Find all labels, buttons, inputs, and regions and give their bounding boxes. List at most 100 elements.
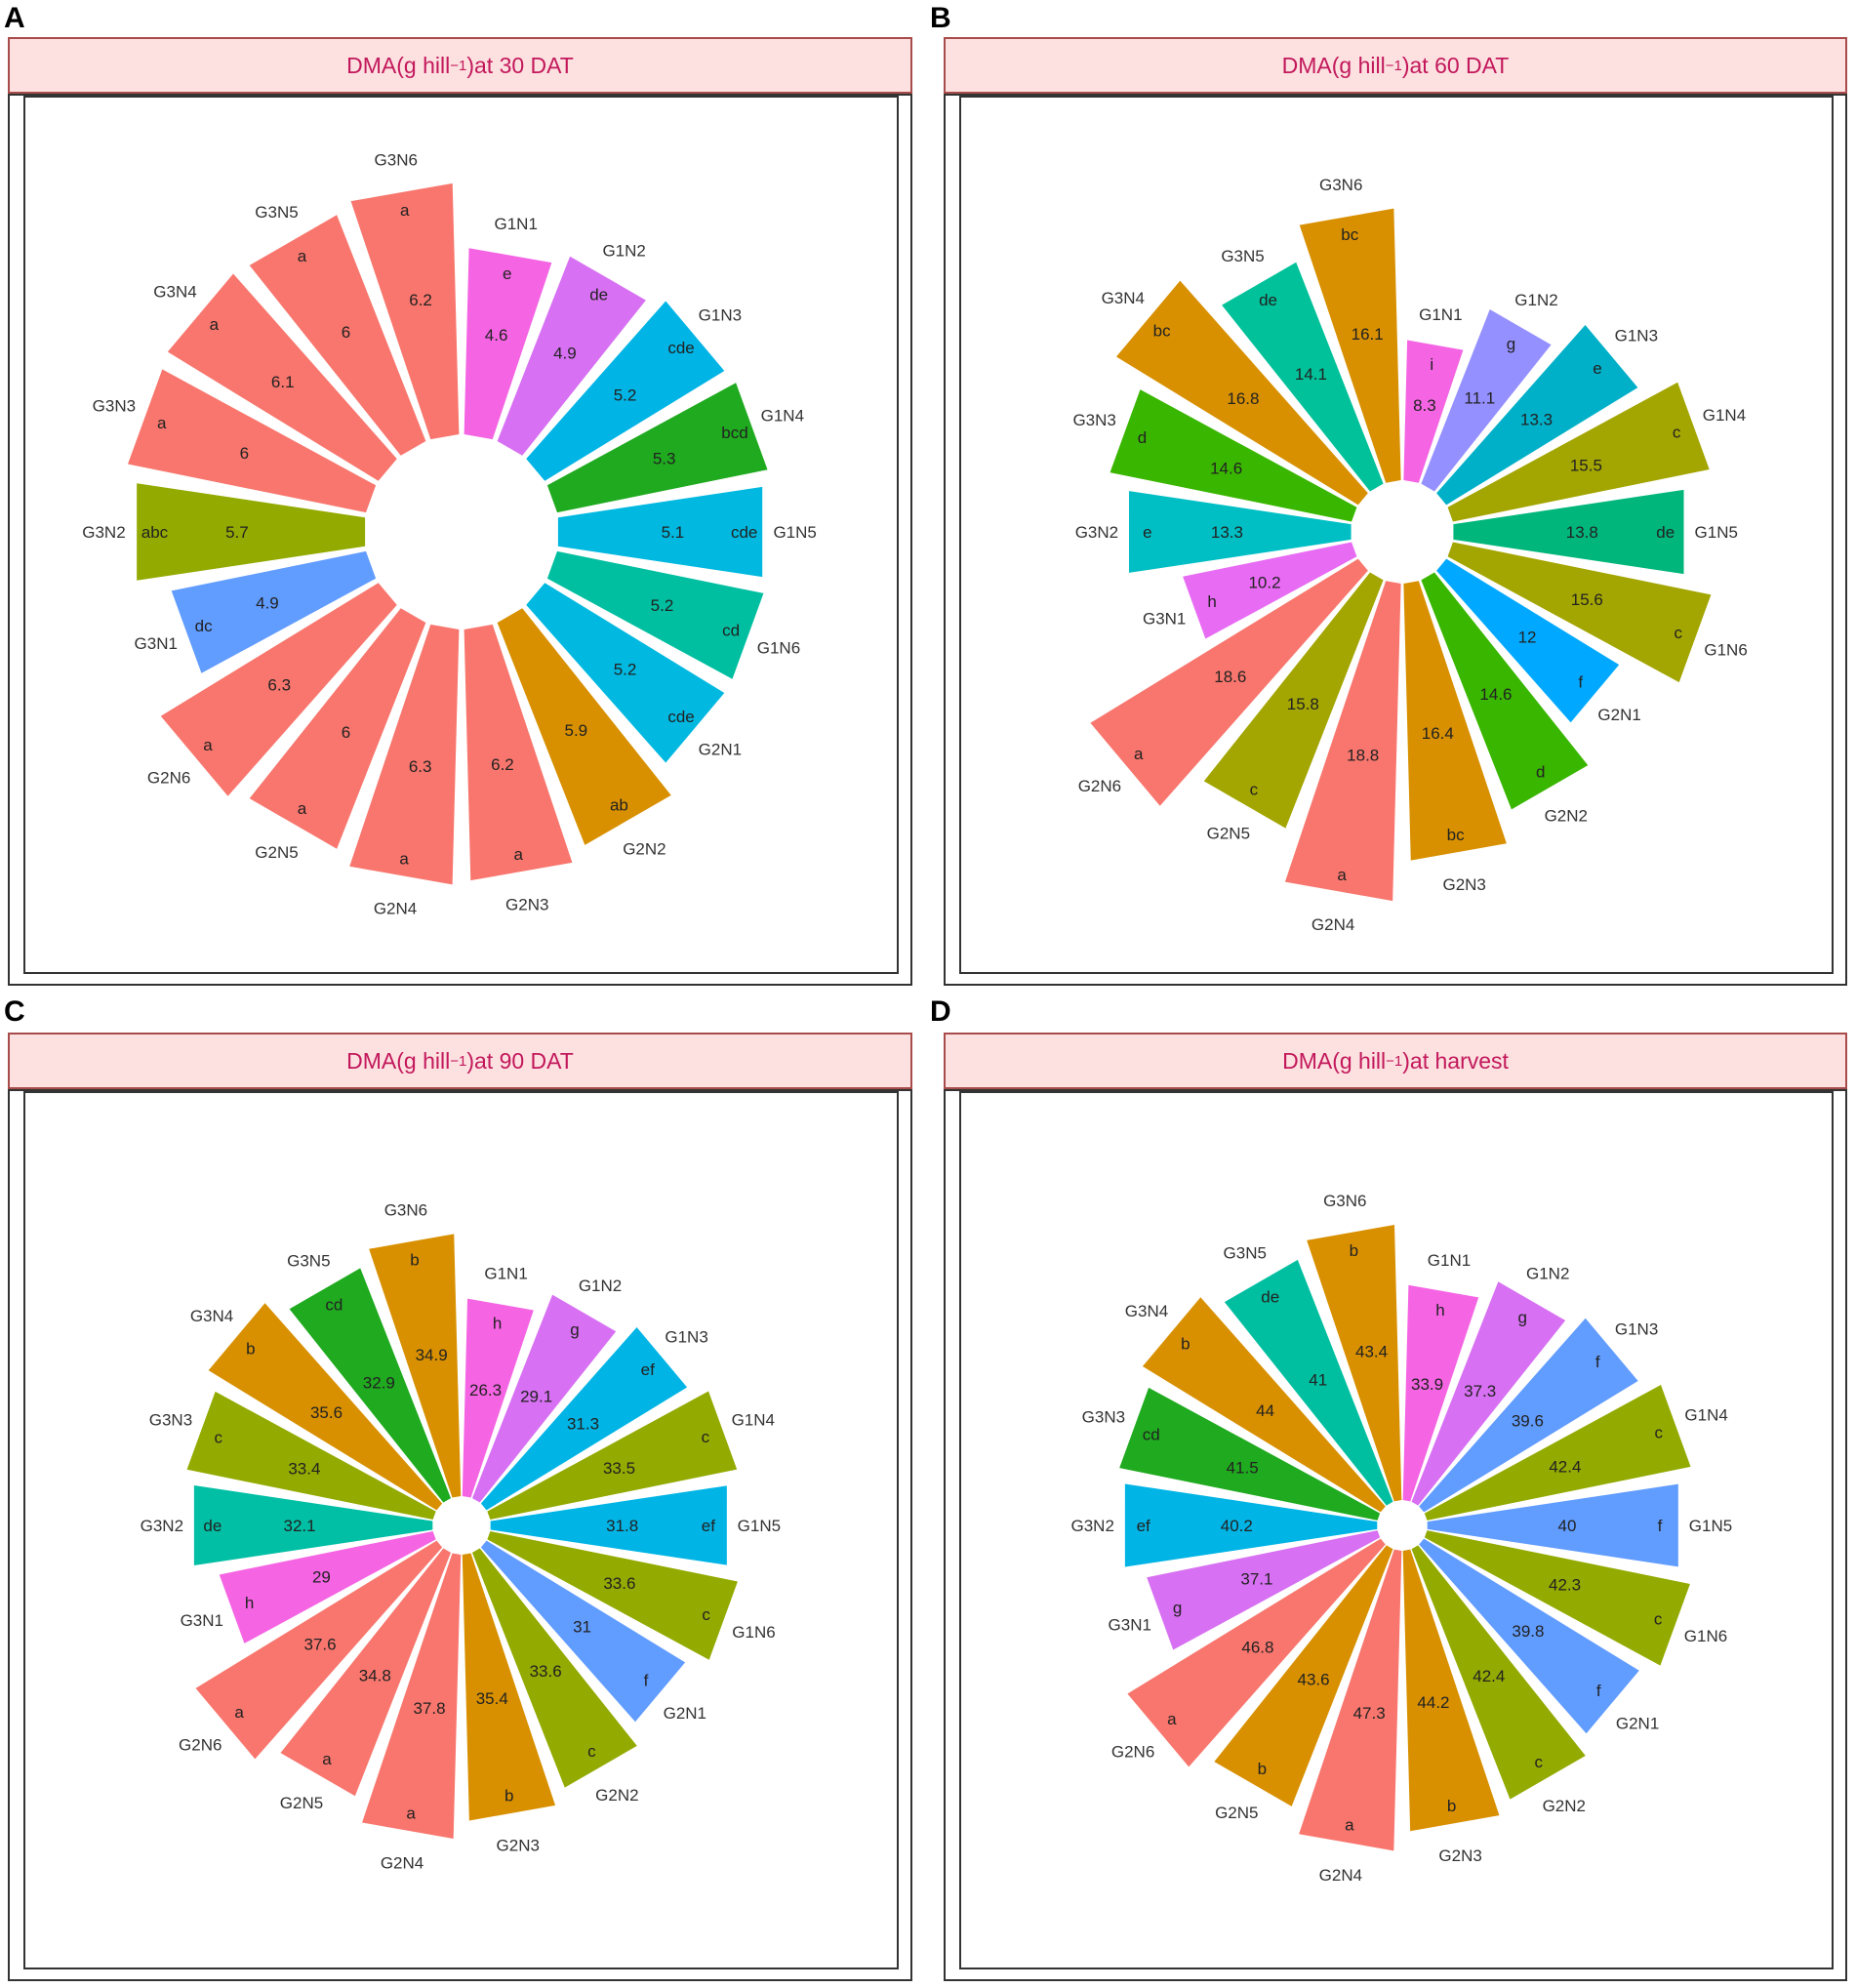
value-label: 31.3 <box>567 1415 599 1434</box>
value-label: 26.3 <box>469 1381 502 1400</box>
value-label: 5.1 <box>662 523 685 542</box>
significance-letter: a <box>1134 745 1144 763</box>
value-label: 43.6 <box>1298 1671 1330 1689</box>
category-label: G3N6 <box>375 151 418 170</box>
category-label: G1N3 <box>699 306 742 325</box>
category-label: G1N2 <box>602 241 645 260</box>
value-label: 5.2 <box>651 596 674 615</box>
plot-panel <box>959 1091 1834 1969</box>
category-label: G2N2 <box>1545 807 1588 826</box>
panel-b: B DMA(g hill −1)at 60 DAT 8.3 i G1N1 11.1 g G1… <box>928 0 1856 994</box>
significance-letter: a <box>298 247 307 265</box>
significance-letter: bc <box>1447 826 1465 844</box>
significance-letter: de <box>589 285 608 304</box>
category-label: G1N5 <box>1695 523 1738 542</box>
value-label: 15.8 <box>1287 695 1319 713</box>
category-label: G3N5 <box>1221 247 1264 265</box>
bar-g2n2 <box>1411 1545 1586 1800</box>
significance-letter: b <box>1258 1760 1267 1778</box>
category-label: G3N3 <box>1082 1408 1125 1427</box>
bar-g2n5 <box>249 608 426 849</box>
category-label: G2N2 <box>595 1786 638 1805</box>
significance-letter: cd <box>1143 1425 1160 1443</box>
title-superscript: −1 <box>450 1052 467 1070</box>
bar-g1n5 <box>557 486 763 578</box>
value-label: 29.1 <box>520 1387 552 1405</box>
category-label: G3N1 <box>181 1611 223 1630</box>
title-tail: )at harvest <box>1402 1047 1509 1074</box>
title-superscript: −1 <box>1385 57 1402 74</box>
bar-g2n6 <box>1090 558 1368 806</box>
bar-g1n6 <box>487 1530 738 1660</box>
bar-g3n4 <box>1115 280 1368 506</box>
bar-g1n6 <box>546 550 764 679</box>
polar-bar-chart: 8.3 i G1N1 11.1 g G1N2 13.3 e G1N3 15.5 c G1N4 13.8 d… <box>1072 176 1747 934</box>
bar-g2n6 <box>195 1540 443 1760</box>
bar-g3n2 <box>137 483 366 581</box>
category-label: G1N2 <box>1514 291 1557 309</box>
significance-letter: a <box>322 1750 332 1768</box>
bar-g3n2 <box>1124 1483 1378 1567</box>
category-label: G3N1 <box>1143 610 1186 629</box>
plot-frame <box>944 94 1847 986</box>
significance-letter: c <box>1654 1609 1663 1628</box>
value-label: 40.2 <box>1221 1517 1253 1535</box>
panel-d: D DMA(g hill −1)at harvest 33.9 h G1N1 37.3 g… <box>928 994 1856 1988</box>
bar-g1n4 <box>487 1391 738 1521</box>
bar-g2n3 <box>1403 581 1507 861</box>
category-label: G3N2 <box>141 1517 183 1535</box>
value-label: 37.3 <box>1464 1382 1496 1400</box>
category-label: G1N6 <box>732 1623 775 1642</box>
value-label: 6 <box>342 323 350 342</box>
category-label: G2N5 <box>1207 825 1250 843</box>
panel-title: DMA(g hill −1)at 60 DAT <box>946 39 1845 92</box>
bar-g3n3 <box>186 1391 436 1521</box>
bar-g2n5 <box>280 1548 452 1797</box>
bar-g2n6 <box>1127 1538 1386 1767</box>
bar-g1n1 <box>464 248 552 440</box>
significance-letter: a <box>406 1805 416 1823</box>
value-label: 14.1 <box>1295 365 1327 384</box>
title-tail: )at 90 DAT <box>466 1047 574 1074</box>
significance-letter: b <box>1181 1335 1190 1354</box>
significance-letter: c <box>1654 1423 1663 1441</box>
category-label: G3N5 <box>255 203 298 222</box>
significance-letter: de <box>1656 523 1674 542</box>
significance-letter: c <box>1535 1753 1544 1771</box>
significance-letter: e <box>1143 523 1151 542</box>
category-label: G3N4 <box>190 1307 233 1325</box>
value-label: 10.2 <box>1248 573 1280 591</box>
significance-letter: abc <box>141 523 169 542</box>
category-label: G2N4 <box>374 900 417 918</box>
value-label: 4.6 <box>485 326 508 345</box>
category-label: G3N6 <box>1323 1192 1366 1210</box>
title-main: DMA(g hill <box>1282 1047 1387 1074</box>
significance-letter: e <box>503 264 511 283</box>
value-label: 43.4 <box>1355 1343 1388 1361</box>
category-label: G1N5 <box>773 523 816 542</box>
bar-g2n5 <box>1203 572 1384 829</box>
category-label: G1N4 <box>1703 406 1746 425</box>
significance-letter: a <box>210 315 220 334</box>
title-main: DMA(g hill <box>346 52 451 78</box>
category-label: G2N1 <box>664 1704 706 1723</box>
plot-panel <box>959 96 1834 974</box>
bar-g3n4 <box>167 273 397 481</box>
value-label: 13.3 <box>1211 523 1243 542</box>
title-tail: )at 30 DAT <box>466 52 574 78</box>
significance-letter: b <box>246 1340 255 1359</box>
category-label: G1N4 <box>1684 1406 1727 1425</box>
bar-g1n1 <box>462 1298 534 1498</box>
category-label: G2N5 <box>280 1794 323 1812</box>
value-label: 41 <box>1309 1371 1327 1390</box>
value-label: 42.3 <box>1549 1576 1581 1595</box>
value-label: 37.6 <box>303 1636 336 1654</box>
category-label: G1N1 <box>1428 1251 1471 1270</box>
significance-letter: c <box>1673 424 1681 442</box>
value-label: 4.9 <box>553 345 577 363</box>
category-label: G2N5 <box>1215 1804 1258 1822</box>
category-label: G2N4 <box>1311 915 1354 934</box>
panel-c: C DMA(g hill −1)at 90 DAT 26.3 h G1N1 29.1 g G… <box>0 994 928 1988</box>
bar-g1n4 <box>1447 382 1710 522</box>
significance-letter: h <box>1207 592 1216 611</box>
